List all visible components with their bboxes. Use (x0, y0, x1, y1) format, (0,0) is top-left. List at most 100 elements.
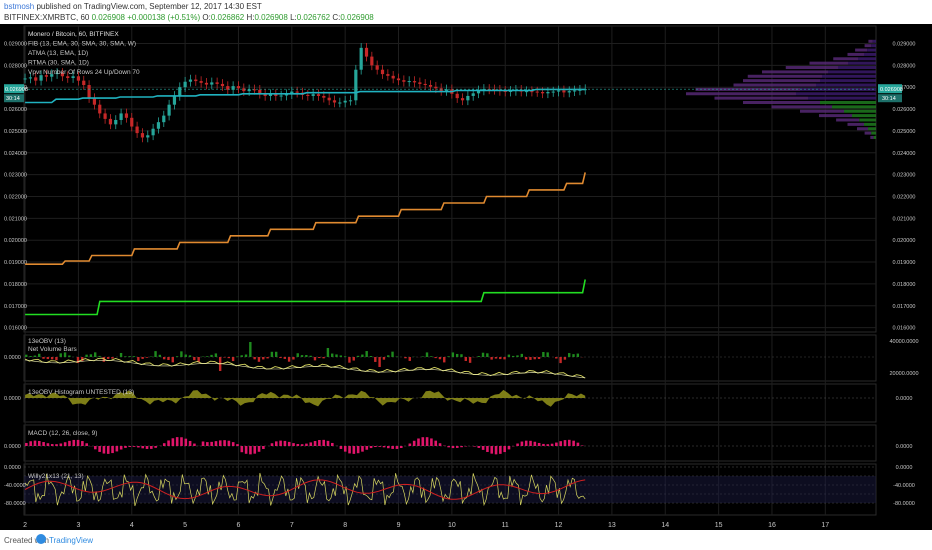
candle-body (348, 100, 353, 102)
macd-hist-bar (365, 446, 369, 450)
net-volume-bar (274, 351, 278, 357)
macd-hist-bar (425, 437, 429, 446)
net-volume-bar (486, 353, 489, 357)
last-price: 0.026908 (91, 13, 125, 22)
candle-body (562, 90, 566, 93)
macd-hist-bar (455, 446, 459, 448)
candle-body (172, 95, 177, 105)
net-volume-bar (63, 352, 67, 357)
y-tick-label-right: 0.019000 (893, 260, 916, 266)
net-volume-bar (490, 357, 493, 360)
net-volume-bar (158, 354, 162, 357)
net-volume-bar (391, 351, 394, 357)
candle-body (540, 92, 545, 94)
chart-area[interactable]: 2 3 4 5 6 7 8 9 10 11 12 13 14 15 16 17 0.029000 0.029000… (0, 24, 932, 530)
net-volume-bar (197, 357, 200, 363)
macd-hist-bar (348, 446, 351, 454)
net-volume-bar (124, 356, 127, 357)
x-tick-label: 10 (448, 522, 456, 529)
volume-profile-bar-up (847, 122, 864, 126)
macd-hist-bar (555, 442, 558, 446)
ma-line-2 (25, 279, 586, 316)
net-volume-bar (257, 357, 261, 362)
net-volume-bar (481, 352, 485, 357)
candle-body (476, 90, 481, 94)
macd-hist-bar (322, 439, 325, 446)
macd-y-tick-right: 0.0000 (896, 444, 913, 450)
net-volume-bar (404, 357, 407, 359)
x-tick-label: 14 (661, 522, 669, 529)
macd-hist-bar (25, 442, 28, 446)
x-tick-label: 9 (397, 522, 401, 529)
candle-body (316, 94, 321, 96)
net-volume-bar (529, 357, 532, 360)
volume-profile-bar-up (747, 74, 822, 78)
willy-y-tick-right: -80.0000 (893, 501, 915, 507)
macd-hist-bar (313, 441, 317, 446)
volume-profile-bar-up (733, 83, 816, 87)
ohlc-low-label: L: (290, 13, 297, 22)
ohlc-high-label: H: (246, 13, 255, 22)
panel-frame-main (23, 25, 877, 333)
macd-hist-bar (188, 440, 192, 446)
net-volume-bar (318, 357, 321, 359)
candle-body (434, 86, 438, 89)
macd-hist-bar (481, 446, 485, 450)
macd-hist-bar (141, 446, 145, 449)
y-tick-label-right: 0.029000 (893, 41, 916, 47)
candle-body (119, 113, 123, 120)
candle-body (76, 76, 81, 81)
candle-body (274, 94, 278, 96)
candle-body (556, 90, 561, 92)
net-volume-bar (507, 354, 511, 357)
macd-hist-bar (244, 446, 248, 454)
net-volume-bar (546, 352, 549, 357)
y-tick-label-left: 0.016000 (4, 326, 27, 332)
macd-hist-bar (162, 443, 166, 446)
candle-body (343, 100, 347, 103)
macd-hist-bar (300, 444, 304, 446)
candle-body (242, 88, 246, 92)
net-volume-bar (555, 357, 558, 359)
candle-body (71, 76, 75, 79)
y-tick-label-left: 0.028000 (4, 63, 27, 69)
macd-hist-bar (352, 446, 356, 454)
candle-body (423, 83, 427, 86)
willy-y-tick-left: 0.0000 (4, 465, 21, 471)
macd-hist-bar (50, 444, 54, 446)
net-volume-bar (292, 357, 295, 360)
macd-hist-bar (417, 438, 420, 446)
volume-profile-bar-down (858, 57, 876, 61)
net-volume-bar (29, 356, 32, 357)
candle-body (44, 75, 49, 77)
net-volume-bar (244, 354, 248, 357)
net-volume-bar (89, 354, 93, 357)
countdown-label-right: 30:14 (882, 96, 896, 102)
y-tick-label-left: 0.024000 (4, 151, 27, 157)
candle-body (551, 91, 555, 93)
x-tick-label: 12 (555, 522, 563, 529)
candle-body (375, 65, 379, 70)
willy-y-tick-right: -40.0000 (893, 483, 915, 489)
countdown-bg-right (878, 94, 902, 103)
willy-y-tick-left: -40.0000 (4, 483, 26, 489)
macd-hist-bar (572, 440, 575, 446)
macd-hist-bar (421, 437, 425, 446)
tradingview-brand[interactable]: TradingView (49, 536, 94, 545)
net-volume-bar (240, 355, 243, 357)
net-volume-bar (352, 357, 355, 361)
willy-y-tick-right: 0.0000 (896, 465, 913, 471)
macd-hist-bar (516, 443, 519, 446)
author-link[interactable]: bstmosh (4, 2, 35, 11)
willy-line (24, 472, 586, 507)
obv-y-tick-right: 20000.0000 (889, 371, 918, 377)
volume-profile-bar-down (808, 96, 876, 100)
candle-body (311, 94, 315, 96)
candle-body (402, 80, 406, 82)
candle-body (23, 78, 27, 80)
net-volume-bar (309, 355, 312, 357)
net-volume-bar (253, 357, 256, 360)
macd-hist-bar (387, 446, 390, 449)
net-volume-bar (184, 354, 187, 357)
net-volume-bar (279, 357, 282, 359)
